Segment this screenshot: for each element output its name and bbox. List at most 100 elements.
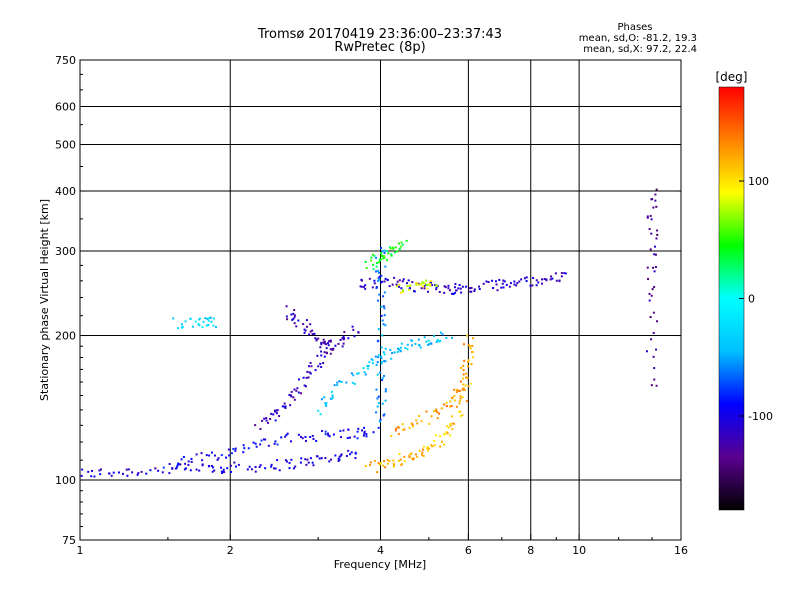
data-point [283, 405, 286, 408]
data-point [449, 434, 452, 437]
x-tick-label: 10 [572, 544, 586, 557]
data-point [383, 307, 386, 310]
data-point [400, 241, 403, 244]
data-point [319, 362, 322, 365]
data-point [372, 268, 375, 271]
data-point [323, 396, 326, 399]
data-point [368, 361, 371, 364]
data-point [645, 350, 648, 353]
data-point [466, 334, 469, 337]
data-point [377, 395, 380, 398]
data-point [331, 396, 334, 399]
data-point [176, 465, 179, 468]
data-point [485, 280, 488, 283]
data-point [436, 339, 439, 342]
data-point [284, 459, 287, 462]
data-point [210, 320, 213, 323]
data-point [426, 287, 429, 290]
data-point [455, 391, 458, 394]
data-point [382, 295, 385, 298]
data-point [498, 278, 501, 281]
data-point [564, 272, 567, 275]
data-point [293, 388, 296, 391]
data-point [316, 354, 319, 357]
data-point [360, 429, 363, 432]
data-point [331, 348, 334, 351]
data-point [315, 439, 318, 442]
data-point [466, 376, 469, 379]
data-point [421, 281, 424, 284]
data-point [278, 415, 281, 418]
data-point [384, 466, 387, 469]
data-point [343, 337, 346, 340]
data-point [459, 397, 462, 400]
data-point [558, 279, 561, 282]
data-point [205, 454, 208, 457]
data-point [220, 470, 223, 473]
data-point [452, 292, 455, 295]
data-point [652, 355, 655, 358]
data-point [455, 289, 458, 292]
data-point [468, 287, 471, 290]
y-tick-label: 200 [55, 330, 76, 343]
data-point [286, 318, 289, 321]
data-point [250, 468, 253, 471]
data-point [375, 287, 378, 290]
y-tick-label: 75 [62, 534, 76, 547]
data-point [381, 250, 384, 253]
data-point [472, 356, 475, 359]
data-point [495, 283, 498, 286]
data-point [448, 405, 451, 408]
data-point [338, 380, 341, 383]
data-point [397, 432, 400, 435]
data-point [450, 405, 453, 408]
data-point [379, 371, 382, 374]
data-point [469, 345, 472, 348]
data-point [368, 277, 371, 280]
data-point [391, 283, 394, 286]
data-point [560, 271, 563, 274]
data-point [653, 253, 656, 256]
data-point [652, 311, 655, 314]
data-point [182, 455, 185, 458]
data-point [204, 317, 207, 320]
data-point [360, 278, 363, 281]
data-point [261, 419, 264, 422]
data-point [427, 283, 430, 286]
data-point [339, 454, 342, 457]
data-point [427, 290, 430, 293]
data-point [478, 285, 481, 288]
data-point [449, 400, 452, 403]
data-point [428, 422, 431, 425]
data-point [292, 312, 295, 315]
data-point [220, 466, 223, 469]
data-point [371, 253, 374, 256]
data-point [458, 389, 461, 392]
data-point [342, 335, 345, 338]
data-point [436, 340, 439, 343]
data-point [322, 362, 325, 365]
data-point [320, 350, 323, 353]
data-point [377, 461, 380, 464]
data-point [513, 280, 516, 283]
data-point [323, 355, 326, 358]
data-point [503, 280, 506, 283]
data-point [465, 376, 468, 379]
data-point [463, 389, 466, 392]
data-point [383, 256, 386, 259]
data-point [275, 409, 278, 412]
data-point [288, 467, 291, 470]
data-point [443, 403, 446, 406]
data-point [386, 458, 389, 461]
data-point [379, 259, 382, 262]
data-point [242, 451, 245, 454]
x-tick-label: 8 [527, 544, 534, 557]
data-point [314, 369, 317, 372]
data-point [656, 233, 659, 236]
data-point [290, 458, 293, 461]
colorbar-tick-label: 100 [748, 175, 769, 188]
data-point [388, 285, 391, 288]
data-point [254, 470, 257, 473]
data-point [648, 292, 651, 295]
data-point [462, 373, 465, 376]
